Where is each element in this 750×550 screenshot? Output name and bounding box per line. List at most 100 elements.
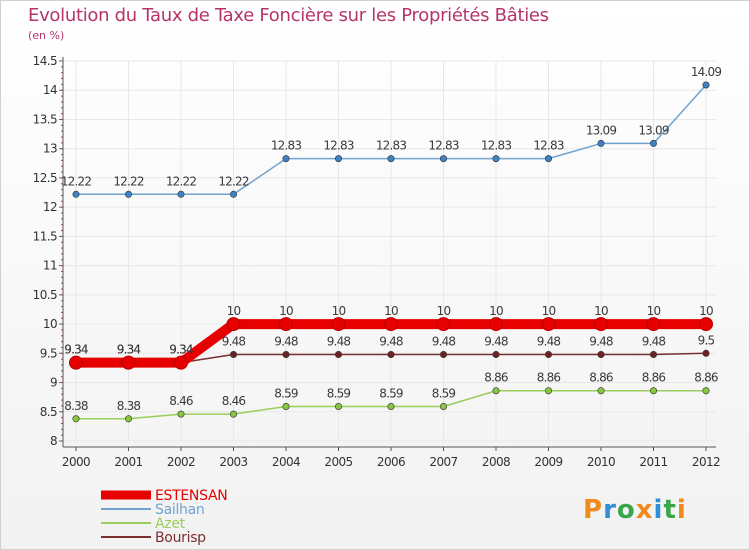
- x-tick-label: 2009: [534, 455, 562, 469]
- x-tick-label: 2003: [219, 455, 247, 469]
- y-tick-label: 11: [43, 259, 57, 273]
- data-label: 9.34: [169, 343, 193, 357]
- data-label: 10: [332, 304, 346, 318]
- data-point: [439, 350, 447, 358]
- data-point: [541, 317, 556, 332]
- y-tick-label: 10.5: [33, 288, 57, 302]
- y-tick-label: 9.5: [40, 346, 57, 360]
- y-tick-label: 12.5: [33, 171, 57, 185]
- chart-title: Evolution du Taux de Taxe Foncière sur l…: [28, 5, 549, 26]
- data-point: [230, 410, 238, 418]
- data-label: 12.22: [218, 174, 249, 188]
- legend-label: ESTENSAN: [155, 488, 227, 504]
- x-tick-label: 2002: [167, 455, 195, 469]
- x-tick-label: 2008: [482, 455, 510, 469]
- data-point: [439, 403, 447, 411]
- proxiti-logo-text: Proxiti: [583, 495, 687, 525]
- data-label: 10: [227, 304, 241, 318]
- data-label: 10: [384, 304, 398, 318]
- data-label: 12.83: [428, 139, 459, 153]
- data-label: 9.5: [698, 333, 715, 347]
- data-point: [597, 350, 605, 358]
- y-tick-label: 11.5: [33, 229, 57, 243]
- data-point: [544, 155, 552, 163]
- data-label: 9.34: [117, 343, 141, 357]
- data-label: 12.22: [61, 174, 92, 188]
- data-label: 12.83: [376, 139, 407, 153]
- data-label: 8.86: [589, 371, 613, 385]
- y-tick-label: 10: [43, 317, 57, 331]
- x-tick-label: 2011: [639, 455, 667, 469]
- data-point: [492, 350, 500, 358]
- chart-unit-label: (en %): [28, 29, 65, 42]
- y-tick-label: 9: [50, 376, 57, 390]
- data-label: 13.09: [638, 123, 669, 137]
- proxiti-logo: Proxiti: [583, 495, 687, 525]
- data-label: 9.48: [274, 334, 298, 348]
- data-label: 10: [594, 304, 608, 318]
- data-label: 12.22: [166, 174, 197, 188]
- data-label: 9.48: [327, 334, 351, 348]
- data-label: 10: [279, 304, 293, 318]
- data-point: [334, 155, 342, 163]
- data-label: 14.09: [691, 65, 722, 79]
- data-point: [489, 317, 503, 332]
- data-point: [649, 350, 657, 358]
- data-point: [702, 81, 710, 89]
- axis-layer: 88.599.51010.51111.51212.51313.51414.520…: [33, 54, 721, 469]
- data-point: [279, 317, 293, 332]
- x-tick-label: 2004: [272, 455, 300, 469]
- data-label: 8.59: [327, 387, 351, 401]
- series-sailhan: [72, 81, 710, 198]
- data-label: 13.09: [586, 123, 617, 137]
- data-point: [594, 317, 608, 332]
- data-label: 10: [699, 304, 713, 318]
- data-point: [387, 403, 395, 411]
- series-estensan: [69, 317, 713, 370]
- data-point: [72, 415, 80, 423]
- x-tick-label: 2010: [587, 455, 615, 469]
- data-point: [702, 387, 710, 395]
- data-point: [436, 317, 451, 332]
- y-tick-label: 13.5: [33, 112, 57, 126]
- data-point: [649, 139, 657, 147]
- data-point: [439, 155, 447, 163]
- data-label: 8.38: [64, 399, 88, 413]
- data-label: 9.48: [537, 334, 561, 348]
- data-label: 8.86: [642, 371, 666, 385]
- y-tick-label: 14.5: [33, 54, 57, 68]
- legend-item-bourisp: Bourisp: [101, 530, 206, 546]
- data-label: 8.86: [484, 371, 508, 385]
- legend-label: Azet: [155, 516, 186, 532]
- series-layer: [69, 81, 713, 423]
- data-point: [125, 415, 133, 423]
- series-azet: [72, 387, 710, 423]
- data-point: [702, 349, 710, 357]
- data-point: [282, 403, 290, 411]
- data-point: [334, 350, 342, 358]
- data-label: 8.59: [379, 387, 403, 401]
- data-point: [334, 403, 342, 411]
- data-point: [384, 317, 398, 332]
- data-label: 8.46: [222, 394, 246, 408]
- data-label: 10: [489, 304, 503, 318]
- data-point: [230, 350, 238, 358]
- data-point: [597, 387, 605, 395]
- x-tick-label: 2012: [692, 455, 720, 469]
- data-point: [174, 355, 188, 370]
- data-label: 8.86: [694, 371, 718, 385]
- data-label: 8.46: [169, 394, 193, 408]
- data-label-layer: 12.22 12.22 12.22 12.22 12.83 12.83 12.83 12.83…: [61, 65, 722, 413]
- data-label: 10: [542, 304, 556, 318]
- data-label: 8.86: [537, 371, 561, 385]
- x-tick-label: 2007: [429, 455, 457, 469]
- data-point: [387, 155, 395, 163]
- data-point: [125, 190, 133, 198]
- data-label: 10: [647, 304, 661, 318]
- data-label: 9.48: [432, 334, 456, 348]
- data-label: 9.48: [222, 334, 246, 348]
- legend-label: Sailhan: [155, 502, 204, 518]
- data-label: 12.83: [533, 139, 564, 153]
